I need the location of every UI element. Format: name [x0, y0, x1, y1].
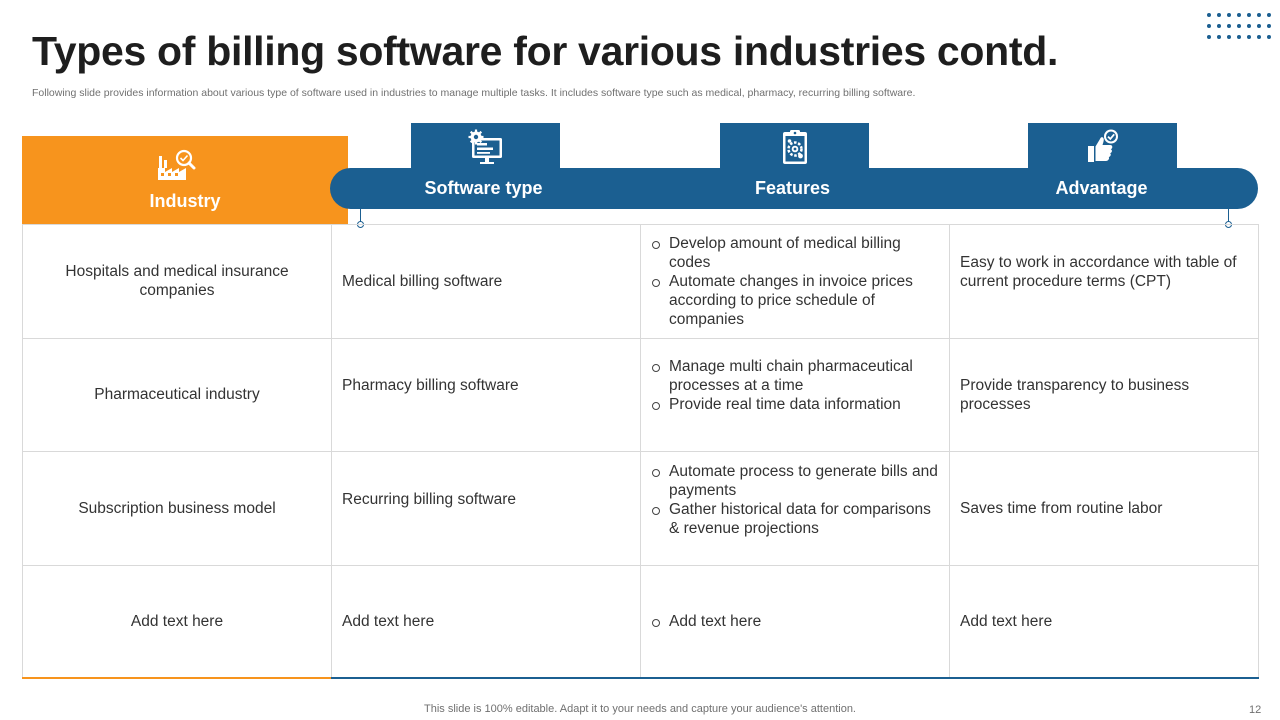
footer-note: This slide is 100% editable. Adapt it to… — [424, 703, 856, 715]
software-cell: Add text here — [331, 564, 640, 678]
advantage-cell: Add text here — [949, 564, 1259, 678]
page-title: Types of billing software for various in… — [32, 28, 1059, 74]
comparison-table: Hospitals and medical insurance companie… — [22, 224, 1259, 678]
feature-item: Provide real time data information — [651, 395, 939, 414]
software-cell: Pharmacy billing software — [331, 337, 640, 451]
feature-item: Add text here — [651, 612, 761, 631]
advantage-cell: Easy to work in accordance with table of… — [949, 224, 1259, 338]
column-header-software-type: Software type — [424, 178, 543, 198]
features-cell: Add text here — [640, 564, 949, 678]
page-number: 12 — [1249, 704, 1262, 716]
features-cell: Automate process to generate bills and p… — [640, 451, 949, 565]
thumbs-up-check-icon — [1087, 129, 1118, 162]
industry-cell: Hospitals and medical insurance companie… — [22, 224, 331, 338]
computer-gear-icon — [468, 129, 502, 164]
header-banner — [330, 168, 1258, 209]
feature-item: Manage multi chain pharmaceutical proces… — [651, 357, 939, 395]
feature-item: Develop amount of medical billing codes — [651, 234, 939, 272]
advantage-tab — [1028, 123, 1177, 169]
page-subtitle: Following slide provides information abo… — [32, 87, 916, 99]
advantage-cell: Provide transparency to business process… — [949, 337, 1259, 451]
software-cell: Medical billing software — [331, 224, 640, 338]
table-bottom-accent-blue — [331, 677, 1259, 679]
feature-item: Automate changes in invoice prices accor… — [651, 272, 939, 329]
industry-cell: Subscription business model — [22, 451, 331, 565]
column-header-features: Features — [754, 178, 831, 198]
industry-cell: Pharmaceutical industry — [22, 337, 331, 451]
table-row: Add text here Add text here Add text her… — [22, 564, 1259, 678]
table-row: Subscription business model Recurring bi… — [22, 451, 1259, 565]
feature-item: Gather historical data for comparisons &… — [651, 500, 939, 538]
industry-cell: Add text here — [22, 564, 331, 678]
features-cell: Manage multi chain pharmaceutical proces… — [640, 337, 949, 451]
decorative-dot-grid — [1207, 13, 1271, 43]
column-header-advantage: Advantage — [1055, 178, 1148, 198]
connector-right — [1228, 209, 1229, 222]
features-cell: Develop amount of medical billing codes … — [640, 224, 949, 338]
connector-left — [360, 209, 361, 222]
features-tab — [720, 123, 869, 169]
advantage-cell: Saves time from routine labor — [949, 451, 1259, 565]
table-bottom-accent-orange — [22, 677, 331, 679]
software-type-tab — [411, 123, 560, 169]
table-row: Pharmaceutical industry Pharmacy billing… — [22, 337, 1259, 451]
software-cell: Recurring billing software — [331, 451, 640, 565]
column-header-industry-label: Industry — [149, 191, 221, 211]
factory-search-icon — [158, 149, 196, 180]
feature-item: Automate process to generate bills and p… — [651, 462, 939, 500]
table-row: Hospitals and medical insurance companie… — [22, 224, 1259, 338]
clipboard-gear-icon — [782, 130, 807, 164]
column-header-industry: Industry — [22, 136, 348, 224]
